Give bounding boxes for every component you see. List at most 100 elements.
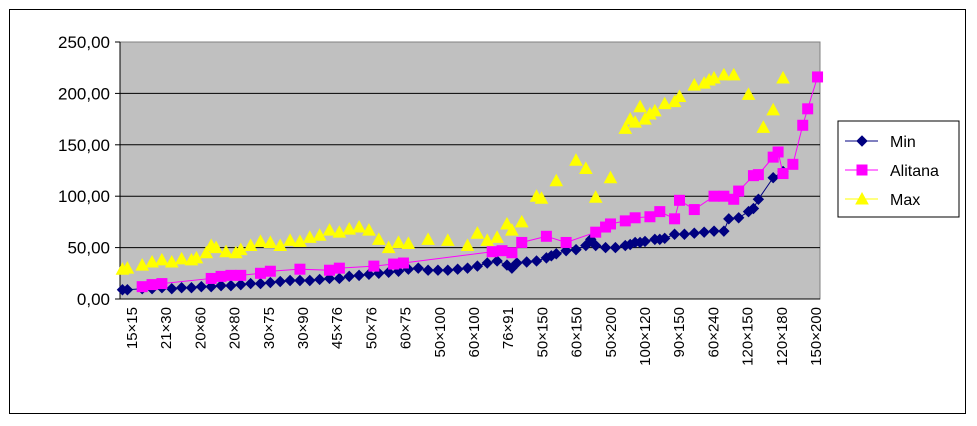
data-point xyxy=(273,238,288,252)
data-point xyxy=(766,102,781,116)
data-point xyxy=(155,252,169,266)
data-point xyxy=(560,244,572,257)
data-point xyxy=(609,241,622,254)
x-tick-label: 120×150 xyxy=(740,307,757,366)
data-point xyxy=(189,250,204,264)
data-point xyxy=(195,280,208,293)
data-point xyxy=(422,264,434,276)
x-tick-label: 76×91 xyxy=(500,307,517,349)
data-point xyxy=(540,230,552,242)
data-point xyxy=(491,255,503,267)
x-tick-label: 45×76 xyxy=(329,307,346,349)
data-point xyxy=(244,277,257,290)
data-point xyxy=(264,276,277,289)
data-point xyxy=(668,228,681,240)
data-point xyxy=(412,262,424,274)
data-point xyxy=(175,281,188,294)
data-point xyxy=(657,96,672,110)
legend-label: Min xyxy=(890,134,916,151)
x-tick-label: 50×100 xyxy=(432,307,449,357)
data-point xyxy=(368,260,380,272)
data-point xyxy=(776,70,790,84)
data-point xyxy=(363,268,375,281)
data-point xyxy=(490,230,504,243)
data-point xyxy=(209,240,223,254)
data-point xyxy=(233,242,248,256)
x-tick-label: 90×150 xyxy=(671,307,688,357)
data-point xyxy=(588,190,603,203)
data-point xyxy=(752,169,764,181)
data-point xyxy=(401,236,416,249)
data-point xyxy=(254,267,266,279)
data-point xyxy=(767,171,779,184)
data-point xyxy=(756,120,771,133)
data-point xyxy=(718,190,730,202)
x-tick-label: 60×100 xyxy=(466,307,483,357)
x-tick-label: 60×150 xyxy=(569,307,586,357)
data-point xyxy=(687,78,702,91)
legend-label: Max xyxy=(890,192,920,209)
data-point xyxy=(432,264,444,276)
data-point xyxy=(496,245,508,257)
data-point xyxy=(802,103,814,115)
data-point xyxy=(678,228,691,240)
data-point xyxy=(747,202,760,215)
data-point xyxy=(263,235,278,248)
data-point xyxy=(381,240,396,254)
legend-marker xyxy=(855,191,869,205)
data-point xyxy=(136,281,148,293)
x-tick-label: 50×150 xyxy=(534,307,551,357)
data-point xyxy=(797,119,809,131)
data-point xyxy=(639,235,651,248)
data-point xyxy=(569,153,583,166)
data-point xyxy=(633,99,647,113)
series-alitana xyxy=(136,71,824,293)
y-tick-label: 150,00 xyxy=(58,136,110,155)
data-point xyxy=(199,245,214,259)
data-point xyxy=(741,87,756,100)
data-point xyxy=(164,254,179,268)
data-point xyxy=(599,241,612,254)
data-point xyxy=(520,256,533,268)
data-point xyxy=(421,232,435,245)
data-point xyxy=(772,146,784,158)
data-point xyxy=(332,225,347,238)
data-point xyxy=(254,277,267,290)
data-point xyxy=(648,103,662,117)
data-point xyxy=(293,234,307,247)
data-point xyxy=(323,272,336,285)
x-tick-label: 100×120 xyxy=(637,307,654,366)
data-point xyxy=(322,223,337,236)
data-point xyxy=(302,230,317,243)
data-point xyxy=(471,260,484,272)
data-point xyxy=(294,263,306,275)
data-point xyxy=(549,173,564,187)
data-point xyxy=(480,233,495,246)
data-point xyxy=(777,168,789,180)
data-point xyxy=(342,222,357,235)
data-point xyxy=(688,204,700,216)
data-point xyxy=(146,279,158,291)
data-point xyxy=(352,219,366,233)
data-point xyxy=(460,238,475,252)
x-tick-label: 60×240 xyxy=(705,307,722,357)
data-point xyxy=(530,255,543,267)
data-point xyxy=(486,246,498,258)
y-tick-label: 250,00 xyxy=(58,33,110,52)
data-point xyxy=(511,257,523,269)
data-point xyxy=(343,270,355,283)
data-point xyxy=(440,233,455,246)
data-point xyxy=(253,234,268,247)
data-point xyxy=(570,243,582,256)
x-tick-label: 30×90 xyxy=(295,307,312,349)
data-point xyxy=(723,213,735,225)
y-tick-label: 200,00 xyxy=(58,84,110,103)
data-point xyxy=(708,190,720,202)
data-point xyxy=(388,258,400,270)
data-point xyxy=(442,264,454,276)
data-point xyxy=(156,278,168,290)
data-point xyxy=(672,89,687,102)
data-point xyxy=(362,223,376,236)
data-point xyxy=(604,218,616,230)
data-point xyxy=(752,193,765,205)
